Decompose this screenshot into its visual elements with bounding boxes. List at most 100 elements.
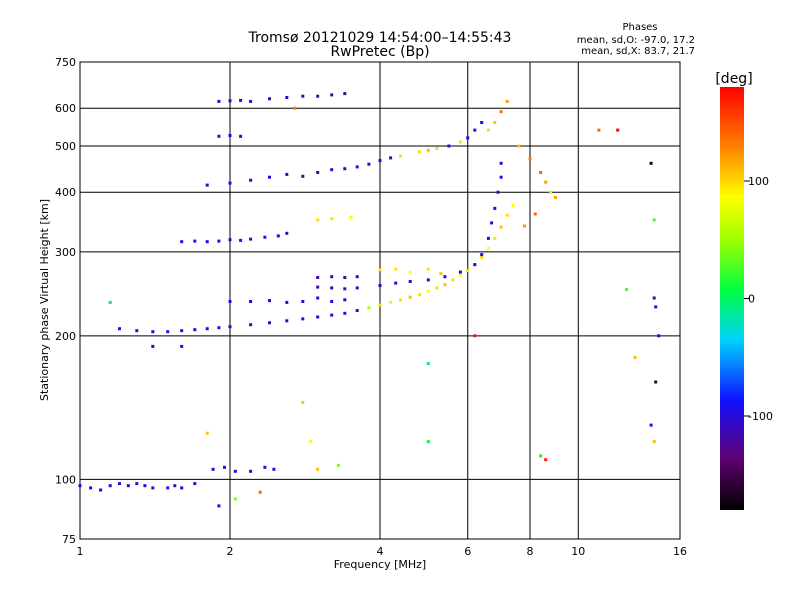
data-point — [466, 269, 470, 273]
data-point — [652, 440, 656, 444]
data-point — [418, 150, 421, 154]
data-point — [193, 328, 197, 332]
data-point — [151, 344, 155, 348]
data-point — [285, 96, 289, 99]
x-tick-label: 10 — [571, 545, 585, 558]
data-point — [301, 174, 305, 178]
data-point — [330, 168, 334, 172]
data-point — [135, 329, 139, 333]
y-tick-label: 200 — [55, 330, 76, 343]
data-point — [118, 482, 121, 486]
data-point — [499, 175, 503, 179]
colorbar-tick-label: 100 — [748, 175, 769, 188]
colorbar — [720, 87, 744, 510]
data-point — [330, 93, 334, 97]
data-point — [301, 94, 305, 98]
y-tick-label: 100 — [55, 473, 76, 486]
data-point — [268, 175, 271, 179]
data-points — [78, 92, 661, 508]
x-tick-label: 1 — [77, 545, 84, 558]
data-point — [625, 288, 629, 292]
y-tick-label: 300 — [55, 246, 76, 259]
data-point — [285, 319, 289, 323]
data-point — [249, 99, 253, 103]
data-point — [435, 147, 439, 150]
data-point — [654, 380, 658, 384]
x-tick-label: 6 — [464, 545, 471, 558]
data-point — [418, 293, 421, 297]
data-point — [597, 128, 601, 132]
phases-title: Phases — [622, 22, 657, 33]
data-point — [228, 99, 232, 103]
data-point — [316, 171, 320, 174]
data-point — [316, 285, 320, 289]
data-point — [458, 273, 462, 277]
data-point — [293, 106, 297, 110]
data-point — [343, 92, 347, 96]
data-point — [276, 234, 280, 238]
data-point — [330, 217, 334, 221]
data-point — [249, 469, 253, 473]
data-point — [205, 327, 209, 331]
data-point — [355, 309, 359, 312]
data-point — [263, 235, 267, 239]
data-point — [426, 289, 430, 293]
data-point — [443, 275, 447, 279]
data-point — [493, 206, 497, 210]
data-point — [652, 296, 656, 300]
data-point — [499, 110, 503, 114]
data-point — [378, 284, 382, 287]
data-point — [389, 156, 393, 160]
data-point — [301, 317, 305, 321]
data-point — [193, 239, 197, 243]
data-point — [480, 253, 484, 257]
x-axis-label: Frequency [MHz] — [334, 558, 426, 571]
data-point — [523, 224, 526, 228]
y-tick-label: 500 — [55, 140, 76, 153]
data-point — [439, 272, 443, 276]
data-point — [180, 240, 184, 244]
data-point — [389, 300, 393, 304]
data-point — [499, 225, 503, 229]
data-point — [426, 278, 430, 282]
data-point — [486, 236, 490, 240]
data-point — [426, 267, 430, 271]
data-point — [473, 263, 477, 267]
data-point — [151, 486, 155, 490]
data-point — [268, 321, 271, 325]
data-point — [217, 326, 221, 330]
data-point — [343, 287, 347, 291]
data-point — [408, 270, 412, 274]
y-tick-label: 75 — [62, 533, 76, 546]
data-point — [228, 325, 232, 329]
data-point — [228, 300, 232, 303]
data-point — [228, 238, 232, 242]
data-point — [228, 134, 232, 137]
x-tick-label: 16 — [673, 545, 687, 558]
data-point — [263, 465, 267, 469]
x-tick-label: 2 — [227, 545, 234, 558]
data-point — [355, 286, 359, 290]
data-point — [233, 469, 237, 473]
data-point — [330, 275, 334, 279]
data-point — [343, 167, 347, 171]
data-point — [316, 94, 320, 98]
data-point — [330, 313, 334, 317]
data-point — [426, 148, 430, 152]
data-point — [249, 300, 253, 303]
data-point — [108, 300, 112, 304]
data-point — [394, 267, 398, 271]
data-point — [308, 440, 312, 444]
data-point — [249, 323, 253, 327]
data-point — [211, 467, 215, 471]
data-point — [426, 440, 430, 444]
data-point — [268, 299, 271, 303]
data-point — [355, 275, 359, 279]
data-point — [399, 154, 403, 158]
data-point — [349, 216, 353, 219]
data-point — [378, 303, 382, 307]
data-point — [493, 236, 497, 240]
data-point — [473, 128, 477, 132]
data-point — [205, 240, 209, 244]
